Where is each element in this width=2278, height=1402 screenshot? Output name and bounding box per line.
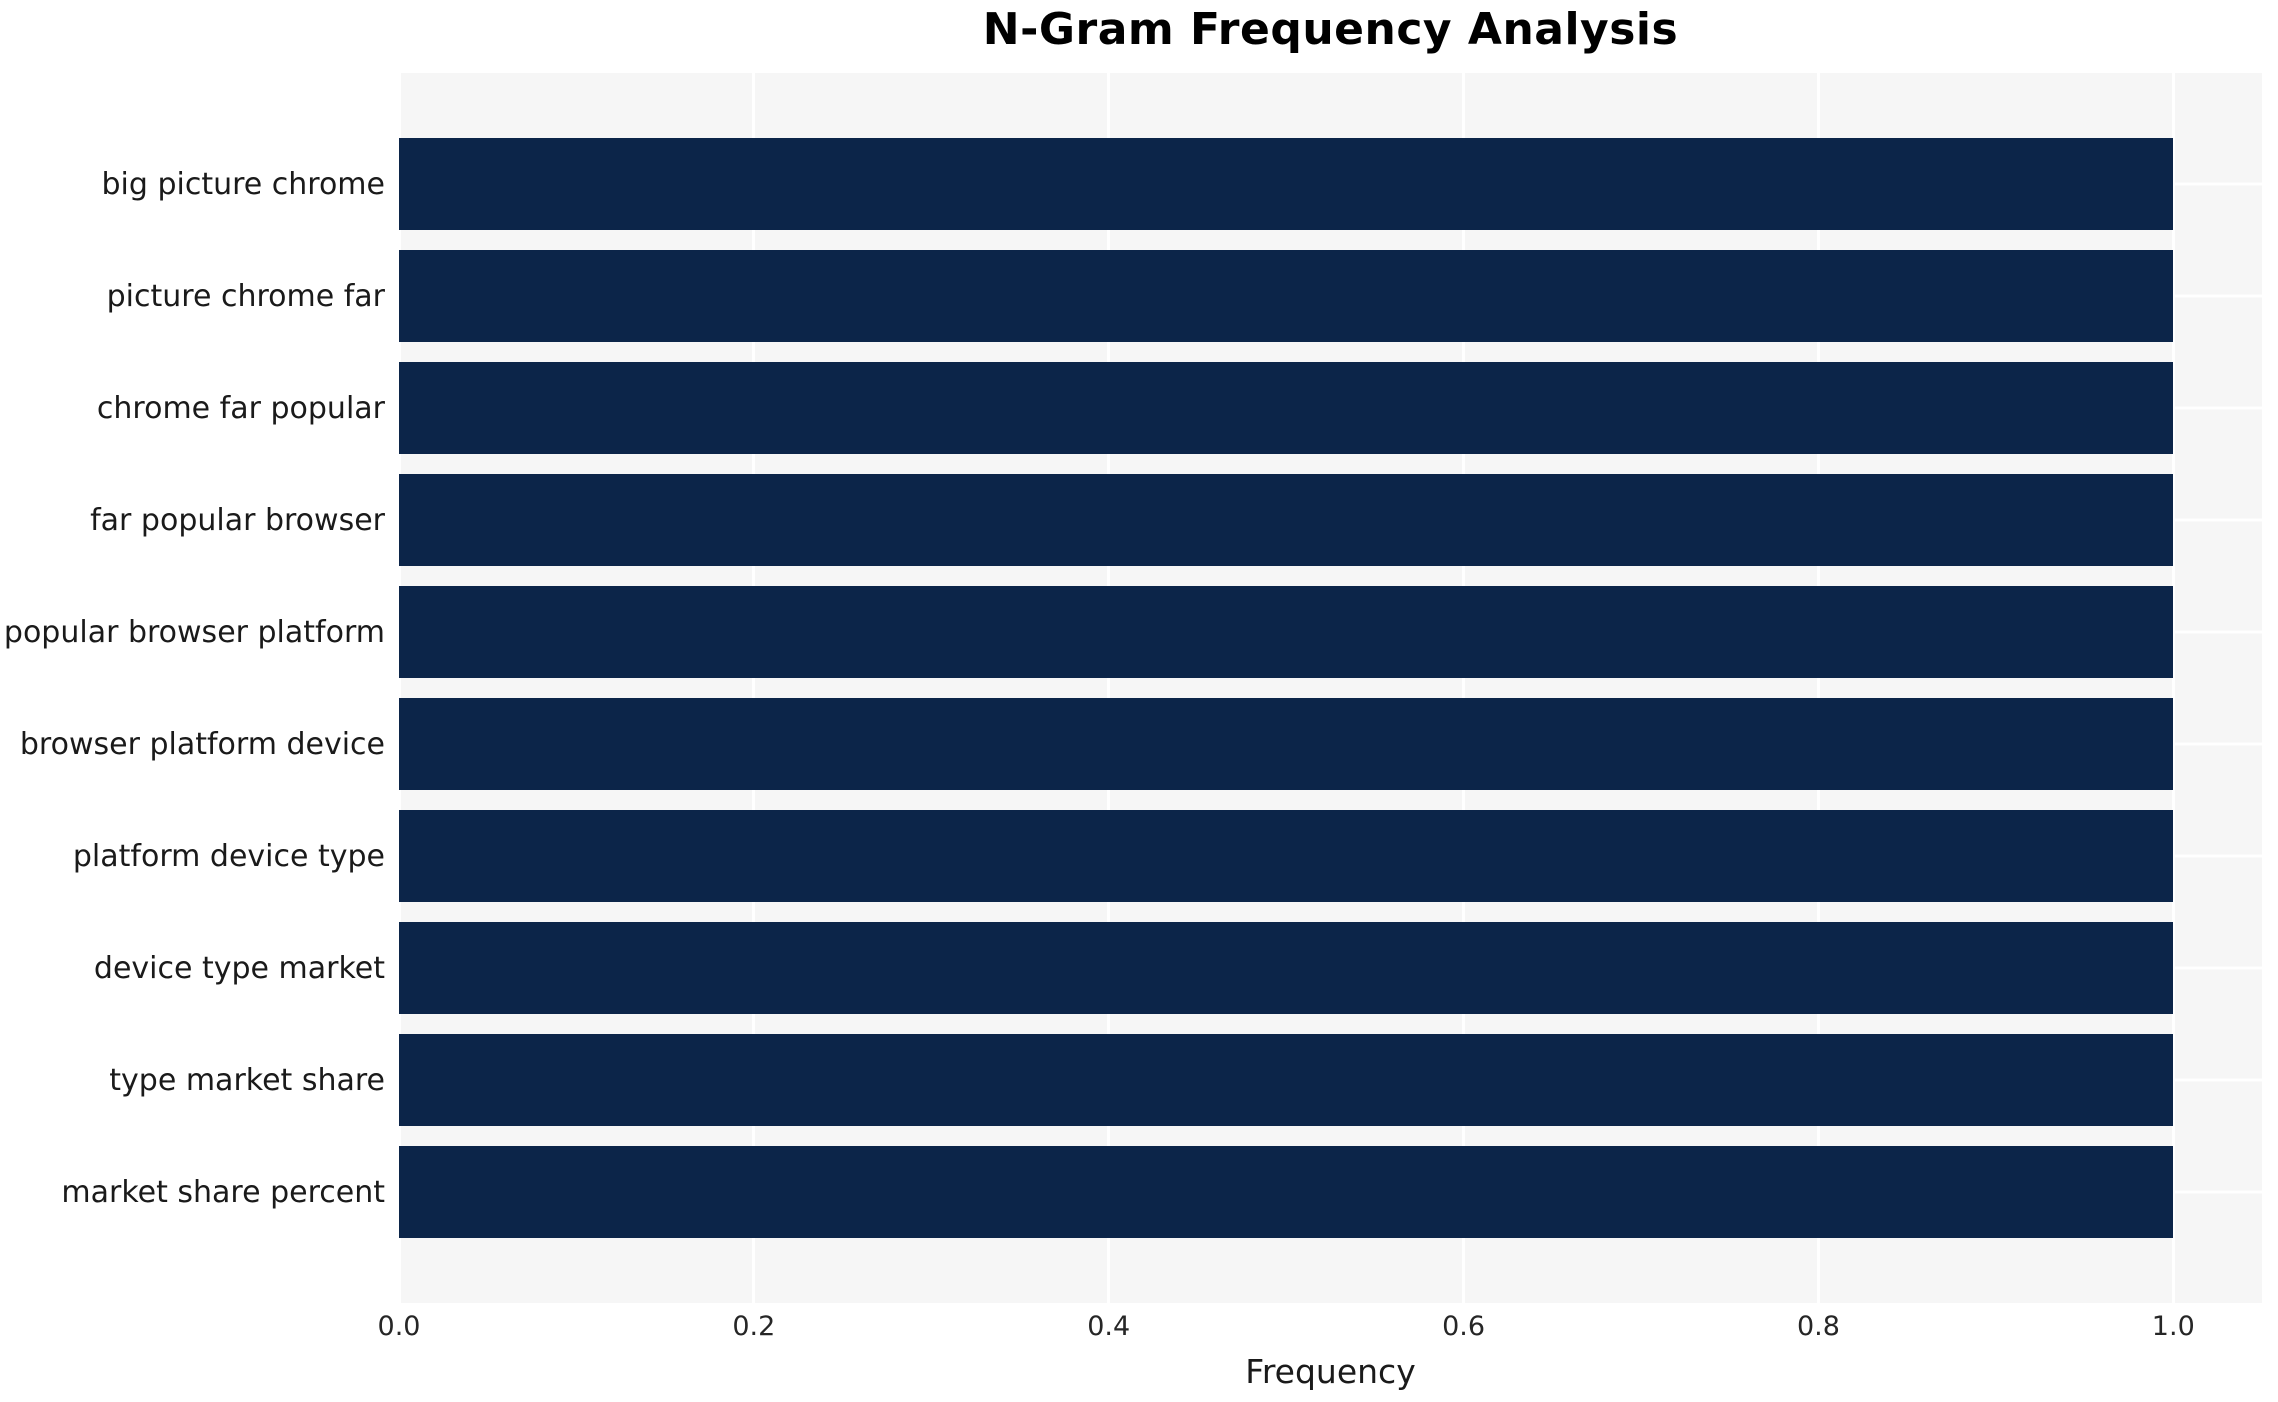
bar bbox=[399, 250, 2174, 342]
bar-row bbox=[399, 1136, 2262, 1248]
y-axis-label: market share percent bbox=[61, 1174, 385, 1210]
x-tick-label: 0.6 bbox=[1442, 1311, 1486, 1342]
bar bbox=[399, 1034, 2174, 1126]
x-axis-title: Frequency bbox=[1245, 1352, 1416, 1391]
bar-rows bbox=[399, 73, 2262, 1303]
bar bbox=[399, 474, 2174, 566]
bar-row bbox=[399, 128, 2262, 240]
bar bbox=[399, 586, 2174, 678]
y-axis-label: picture chrome far bbox=[106, 278, 385, 314]
x-tick-label: 0.0 bbox=[377, 1311, 421, 1342]
bar-row bbox=[399, 688, 2262, 800]
vertical-gridline-0.0 bbox=[397, 73, 401, 1303]
bar-row bbox=[399, 1024, 2262, 1136]
bar bbox=[399, 698, 2174, 790]
vertical-gridline-0.6 bbox=[1462, 73, 1466, 1303]
bar bbox=[399, 1146, 2174, 1238]
bar-row bbox=[399, 912, 2262, 1024]
y-axis-label: device type market bbox=[93, 950, 385, 986]
y-axis-label: platform device type bbox=[72, 838, 385, 874]
vertical-gridline-0.4 bbox=[1107, 73, 1111, 1303]
bar-row bbox=[399, 800, 2262, 912]
y-axis-label: popular browser platform bbox=[3, 614, 385, 650]
y-axis-label: big picture chrome bbox=[101, 166, 386, 202]
x-tick-label: 1.0 bbox=[2151, 1311, 2195, 1342]
y-axis-label: browser platform device bbox=[19, 726, 385, 762]
x-tick-label: 0.4 bbox=[1087, 1311, 1131, 1342]
y-axis-labels: big picture chrome picture chrome far chro… bbox=[0, 73, 385, 1303]
x-tick-label: 0.8 bbox=[1796, 1311, 1840, 1342]
vertical-gridline-0.8 bbox=[1816, 73, 1820, 1303]
y-axis-label: type market share bbox=[109, 1062, 385, 1098]
bar-row bbox=[399, 464, 2262, 576]
y-axis-label: chrome far popular bbox=[96, 390, 385, 426]
x-tick-label: 0.2 bbox=[732, 1311, 776, 1342]
bar bbox=[399, 810, 2174, 902]
bar bbox=[399, 922, 2174, 1014]
vertical-gridline-0.2 bbox=[752, 73, 756, 1303]
bar-row bbox=[399, 576, 2262, 688]
vertical-gridline-1.0 bbox=[2171, 73, 2175, 1303]
y-axis-label: far popular browser bbox=[90, 502, 385, 538]
chart-title: N-Gram Frequency Analysis bbox=[982, 4, 1679, 55]
bar-row bbox=[399, 240, 2262, 352]
bar bbox=[399, 138, 2174, 230]
plot-area bbox=[397, 73, 2262, 1303]
bar bbox=[399, 362, 2174, 454]
bar-row bbox=[399, 352, 2262, 464]
x-axis-ticks: 0.0 0.2 0.4 0.6 0.8 1.0 bbox=[378, 1311, 2262, 1345]
